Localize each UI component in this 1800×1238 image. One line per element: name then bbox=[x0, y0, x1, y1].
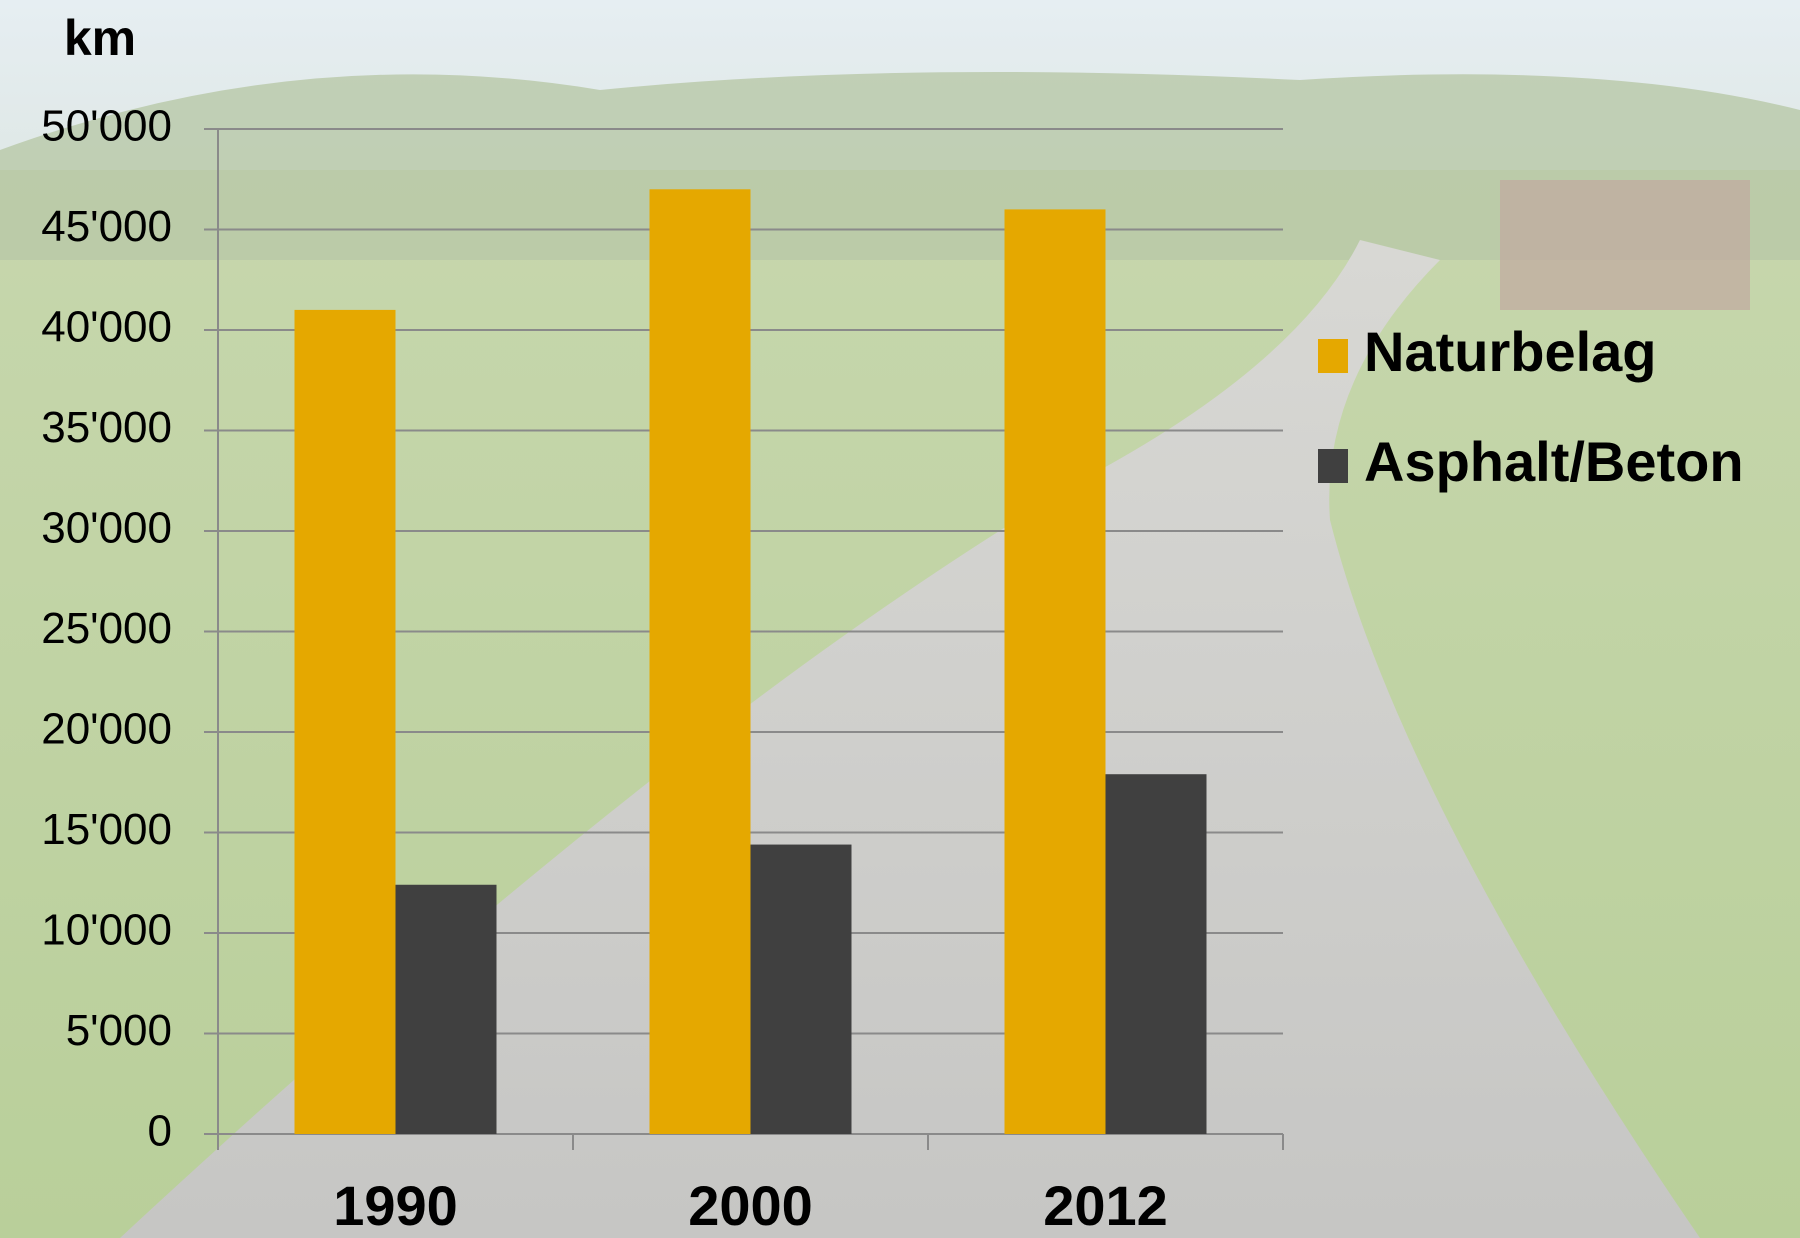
bar bbox=[650, 189, 751, 1134]
y-tick-label: 0 bbox=[148, 1107, 172, 1156]
y-tick-label: 5'000 bbox=[66, 1006, 172, 1055]
y-tick-label: 40'000 bbox=[41, 303, 172, 352]
x-tick-label: 1990 bbox=[333, 1174, 458, 1237]
legend-swatch bbox=[1318, 449, 1348, 483]
y-tick-label: 25'000 bbox=[41, 604, 172, 653]
background bbox=[0, 0, 1800, 1238]
chart: km 0 5'000 10'000 15'000 20'000 25'000 30'000 3… bbox=[0, 0, 1800, 1238]
x-tick-label: 2000 bbox=[688, 1174, 813, 1237]
y-tick-label: 35'000 bbox=[41, 403, 172, 452]
y-tick-label: 10'000 bbox=[41, 906, 172, 955]
bar bbox=[295, 310, 396, 1134]
legend-swatch bbox=[1318, 339, 1348, 373]
x-tick-label: 2012 bbox=[1043, 1174, 1168, 1237]
bar bbox=[1005, 209, 1106, 1134]
legend-label: Naturbelag bbox=[1364, 320, 1657, 383]
bar bbox=[1106, 774, 1207, 1134]
y-tick-label: 50'000 bbox=[41, 102, 172, 151]
y-tick-label: 20'000 bbox=[41, 705, 172, 754]
y-tick-label: 30'000 bbox=[41, 504, 172, 553]
y-axis-unit: km bbox=[64, 10, 136, 66]
y-tick-label: 45'000 bbox=[41, 202, 172, 251]
bar bbox=[751, 845, 852, 1134]
legend-label: Asphalt/Beton bbox=[1364, 430, 1744, 493]
bar bbox=[396, 885, 497, 1134]
y-tick-label: 15'000 bbox=[41, 805, 172, 854]
